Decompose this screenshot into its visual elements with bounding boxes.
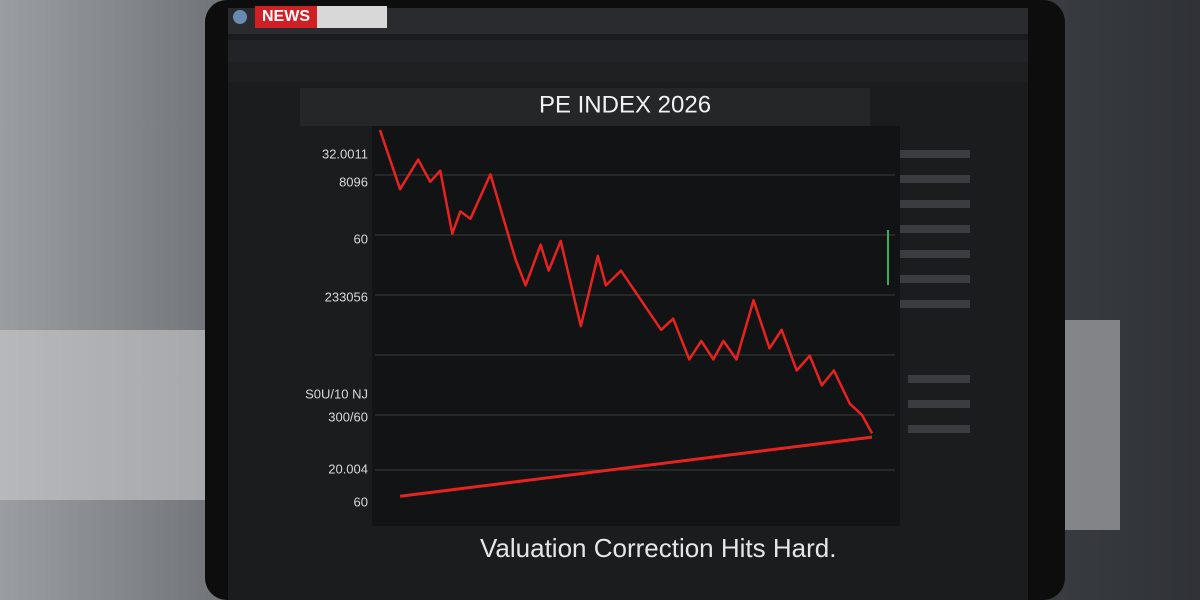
panel-row <box>908 400 970 408</box>
y-axis-label: 60 <box>354 494 368 509</box>
trend-line <box>399 435 873 498</box>
panel-row <box>908 375 970 383</box>
y-axis-label: 8096 <box>339 174 368 189</box>
panel-row <box>900 200 970 208</box>
side-panel <box>900 150 970 433</box>
toolbar <box>228 40 1028 62</box>
browser-icon <box>233 10 247 24</box>
panel-row <box>900 150 970 158</box>
tab-inactive[interactable] <box>317 6 387 28</box>
desk <box>0 330 240 500</box>
y-axis-label: 20.004 <box>328 461 368 476</box>
panel-row <box>900 175 970 183</box>
y-axis-label: 300/60 <box>328 409 368 424</box>
y-axis-label: 233056 <box>325 289 368 304</box>
panel-row <box>900 275 970 283</box>
panel-row <box>900 300 970 308</box>
panel-row <box>900 225 970 233</box>
chart-title: PE INDEX 2026 <box>539 91 711 118</box>
news-tab-label[interactable]: NEWS <box>262 8 310 25</box>
panel-row <box>900 250 970 258</box>
address-bar <box>228 62 1028 82</box>
y-axis-label: 32.0011 <box>322 146 368 161</box>
y-axis-label: 60 <box>354 231 368 246</box>
news-tab[interactable] <box>255 6 317 28</box>
y-axis-label: S0U/10 NJ <box>305 386 368 401</box>
chart-caption: Valuation Correction Hits Hard. <box>480 533 836 563</box>
grid <box>375 174 895 471</box>
panel-row <box>908 425 970 433</box>
plot-area <box>372 126 900 526</box>
title-bar <box>300 88 870 126</box>
data-line <box>378 129 874 434</box>
